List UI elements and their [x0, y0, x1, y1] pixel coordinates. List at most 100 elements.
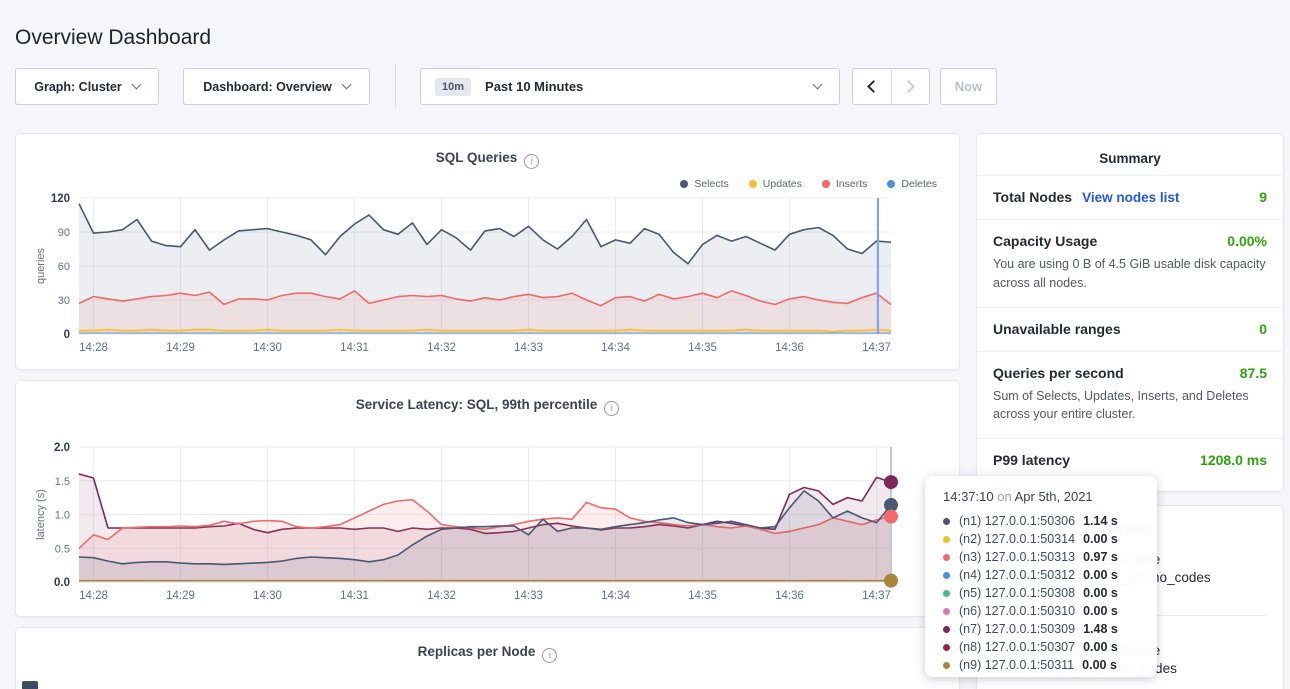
node-latency-value: 0.00 s	[1083, 640, 1118, 654]
svg-text:90: 90	[58, 227, 70, 239]
svg-text:0.5: 0.5	[55, 543, 70, 555]
node-address: (n4) 127.0.0.1:50312	[959, 568, 1075, 582]
svg-text:14:31: 14:31	[340, 590, 369, 602]
node-color-dot-icon	[943, 572, 950, 579]
service-latency-card: Service Latency: SQL, 99th percentilei 1…	[15, 380, 960, 617]
graph-dropdown-label: Graph: Cluster	[34, 80, 122, 94]
sql-queries-card: SQL Queriesi Selects Updates Inserts Del…	[15, 133, 960, 370]
svg-text:14:36: 14:36	[775, 342, 804, 354]
svg-text:0.0: 0.0	[54, 577, 70, 589]
tooltip-row: (n3) 127.0.0.1:50313 0.97 s	[943, 548, 1145, 566]
svg-text:14:35: 14:35	[688, 590, 717, 602]
chart-hover-tooltip: 14:37:10 on Apr 5th, 2021 (n1) 127.0.0.1…	[925, 476, 1157, 677]
svg-text:1.5: 1.5	[55, 476, 70, 488]
svg-text:14:34: 14:34	[601, 590, 630, 602]
tooltip-rows: (n1) 127.0.0.1:50306 1.14 s (n2) 127.0.0.1…	[943, 512, 1145, 674]
tooltip-timestamp: 14:37:10 on Apr 5th, 2021	[943, 489, 1145, 504]
capacity-usage-value: 0.00%	[1227, 233, 1267, 249]
svg-text:14:29: 14:29	[166, 342, 195, 354]
svg-text:14:36: 14:36	[775, 590, 804, 602]
node-color-dot-icon	[943, 518, 950, 525]
node-address: (n6) 127.0.0.1:50310	[959, 604, 1075, 618]
unavailable-ranges-label: Unavailable ranges	[993, 321, 1121, 337]
node-address: (n9) 127.0.0.1:50311	[959, 658, 1074, 672]
svg-text:60: 60	[58, 261, 70, 273]
node-latency-value: 0.00 s	[1083, 532, 1118, 546]
p99-latency-value: 1208.0 ms	[1200, 452, 1267, 468]
replicas-per-node-card: Replicas per Node i	[15, 627, 960, 689]
node-latency-value: 0.97 s	[1083, 550, 1118, 564]
info-icon[interactable]: i	[542, 648, 557, 663]
replicas-per-node-title-text: Replicas per Node	[418, 644, 536, 659]
view-nodes-list-link[interactable]: View nodes list	[1082, 190, 1179, 205]
tooltip-time: 14:37:10	[943, 489, 994, 504]
tooltip-row: (n6) 127.0.0.1:503100.00 s	[943, 602, 1145, 620]
time-range-selector[interactable]: 10m Past 10 Minutes	[420, 68, 840, 105]
svg-text:14:31: 14:31	[340, 342, 369, 354]
total-nodes-value: 9	[1259, 189, 1267, 205]
svg-text:14:30: 14:30	[253, 590, 282, 602]
svg-text:2.0: 2.0	[54, 442, 70, 454]
p99-latency-label: P99 latency	[993, 452, 1070, 468]
svg-text:1.0: 1.0	[55, 510, 70, 522]
next-time-button[interactable]	[891, 69, 929, 104]
service-latency-chart[interactable]: 14:2814:2914:3014:3114:3214:3314:3414:35…	[16, 381, 961, 618]
controls-divider	[395, 64, 396, 108]
svg-text:14:32: 14:32	[427, 342, 456, 354]
time-range-badge: 10m	[435, 78, 471, 96]
svg-text:14:28: 14:28	[79, 590, 108, 602]
sql-queries-chart[interactable]: 14:2814:2914:3014:3114:3214:3314:3414:35…	[16, 134, 961, 371]
node-color-dot-icon	[943, 662, 950, 669]
prev-time-button[interactable]	[853, 69, 891, 104]
node-address: (n3) 127.0.0.1:50313	[959, 550, 1075, 564]
svg-text:14:37: 14:37	[862, 590, 891, 602]
node-latency-value: 0.00 s	[1082, 658, 1117, 672]
svg-text:14:35: 14:35	[688, 342, 717, 354]
overview-dashboard-page: { "page": { "title": "Overview Dashboard…	[0, 0, 1290, 689]
node-color-dot-icon	[943, 644, 950, 651]
qps-desc: Sum of Selects, Updates, Inserts, and De…	[993, 387, 1267, 425]
tooltip-row: (n4) 127.0.0.1:503120.00 s	[943, 566, 1145, 584]
total-nodes-label: Total Nodes	[993, 189, 1072, 205]
node-latency-value: 1.48 s	[1083, 622, 1118, 636]
summary-row-qps: Queries per second 87.5 Sum of Selects, …	[977, 351, 1283, 439]
qps-label: Queries per second	[993, 365, 1124, 381]
svg-text:latency (s): latency (s)	[35, 489, 47, 540]
chevron-left-icon	[868, 80, 881, 93]
tooltip-row: (n8) 127.0.0.1:50307 0.00 s	[943, 638, 1145, 656]
time-range-label: Past 10 Minutes	[485, 79, 583, 94]
summary-row-unavailable-ranges: Unavailable ranges 0	[977, 307, 1283, 351]
node-address: (n7) 127.0.0.1:50309	[959, 622, 1075, 636]
node-latency-value: 1.14 s	[1083, 514, 1118, 528]
svg-text:120: 120	[51, 193, 70, 205]
tooltip-date: Apr 5th, 2021	[1015, 489, 1093, 504]
tooltip-row: (n2) 127.0.0.1:50314 0.00 s	[943, 530, 1145, 548]
graph-dropdown[interactable]: Graph: Cluster	[15, 68, 159, 105]
dashboard-dropdown[interactable]: Dashboard: Overview	[183, 68, 370, 105]
tooltip-on: on	[997, 489, 1011, 504]
node-address: (n2) 127.0.0.1:50314	[959, 532, 1075, 546]
now-button[interactable]: Now	[940, 68, 997, 105]
replicas-per-node-title: Replicas per Node i	[16, 644, 959, 663]
capacity-usage-desc: You are using 0 B of 4.5 GiB usable disk…	[993, 255, 1267, 293]
svg-text:14:29: 14:29	[166, 590, 195, 602]
time-step-buttons	[852, 68, 930, 105]
svg-text:14:30: 14:30	[253, 342, 282, 354]
svg-text:14:37: 14:37	[862, 342, 891, 354]
dashboard-dropdown-label: Dashboard: Overview	[203, 80, 332, 94]
chevron-down-icon	[341, 80, 351, 90]
clipped-axis-label-fragment	[22, 681, 38, 689]
node-color-dot-icon	[943, 608, 950, 615]
node-address: (n1) 127.0.0.1:50306	[959, 514, 1075, 528]
tooltip-row: (n5) 127.0.0.1:50308 0.00 s	[943, 584, 1145, 602]
node-latency-value: 0.00 s	[1083, 586, 1118, 600]
svg-text:0: 0	[64, 329, 70, 341]
tooltip-row: (n1) 127.0.0.1:50306 1.14 s	[943, 512, 1145, 530]
svg-text:14:33: 14:33	[514, 590, 543, 602]
node-address: (n5) 127.0.0.1:50308	[959, 586, 1075, 600]
node-address: (n8) 127.0.0.1:50307	[959, 640, 1075, 654]
capacity-usage-label: Capacity Usage	[993, 233, 1097, 249]
chevron-down-icon	[131, 80, 141, 90]
tooltip-row: (n9) 127.0.0.1:50311 0.00 s	[943, 656, 1145, 674]
qps-value: 87.5	[1240, 365, 1267, 381]
